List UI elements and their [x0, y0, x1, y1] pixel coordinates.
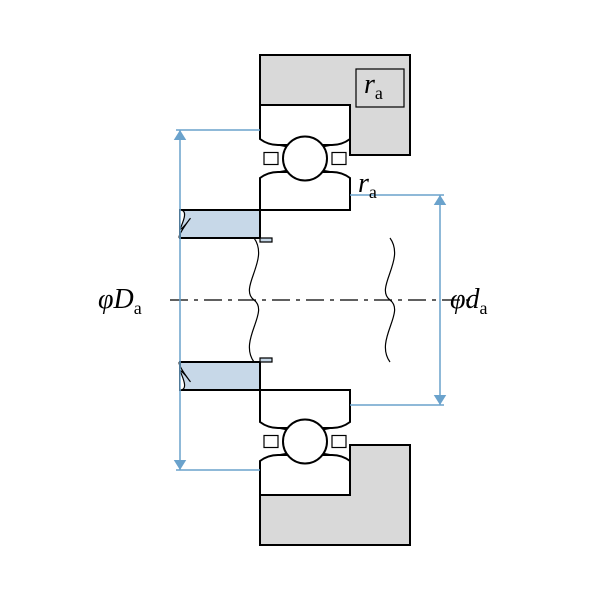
bearing-diagram: φDaφdarara	[0, 0, 600, 600]
shaft-section	[180, 362, 260, 390]
shaft-section	[180, 210, 260, 238]
label-phi-Da: φDa	[98, 284, 142, 318]
ball	[283, 420, 327, 464]
label-ra: ra	[358, 168, 377, 202]
label-phi-da: φda	[450, 284, 488, 318]
ball	[283, 137, 327, 181]
